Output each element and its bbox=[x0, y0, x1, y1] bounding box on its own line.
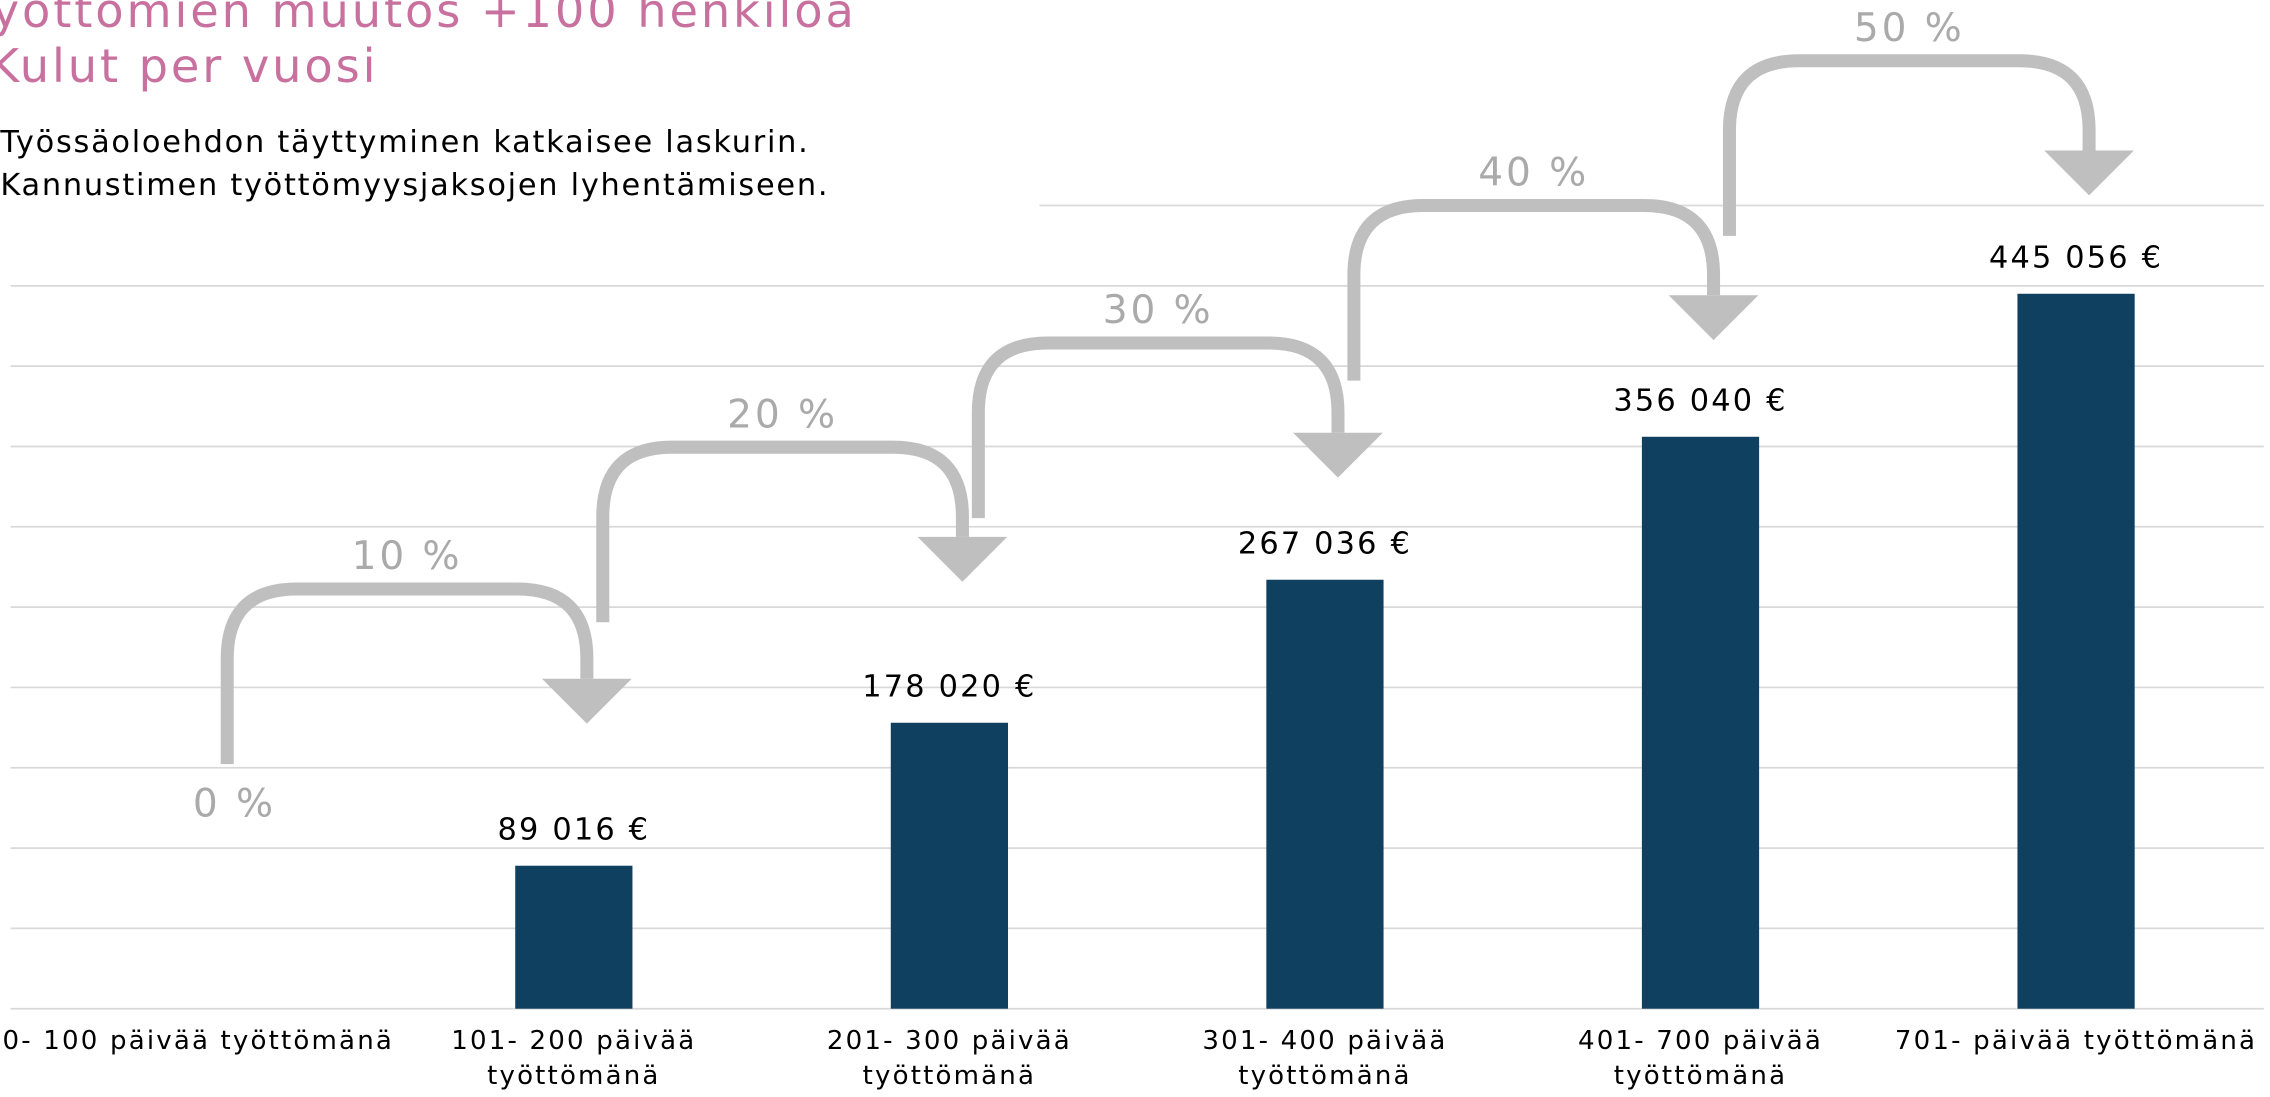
arrow-label: 40 % bbox=[1478, 151, 1589, 196]
value-label: 178 020 € bbox=[862, 670, 1036, 705]
value-label: 267 036 € bbox=[1238, 527, 1412, 562]
arrow-head bbox=[1668, 295, 1759, 341]
arrow bbox=[971, 336, 1345, 519]
arrow-head bbox=[917, 536, 1008, 582]
arrow bbox=[1347, 198, 1721, 381]
value-label: 445 056 € bbox=[1989, 241, 2163, 276]
bar bbox=[1641, 436, 1760, 1009]
arrow-label: 10 % bbox=[352, 534, 463, 579]
x-tick-label: 201- 300 päivää työttömänä bbox=[826, 1026, 1072, 1092]
value-label: 356 040 € bbox=[1613, 384, 1787, 419]
arrow-label: 0 % bbox=[193, 782, 276, 827]
bar bbox=[890, 722, 1009, 1009]
chart-subtitle: Työssäoloehdon täyttyminen katkaisee las… bbox=[0, 125, 810, 160]
x-tick-label: 0- 100 päivää työttömänä bbox=[2, 1026, 395, 1057]
chart-title: yöttömien muutos +100 henkilöa bbox=[0, 0, 857, 38]
value-label: 89 016 € bbox=[498, 812, 651, 847]
x-tick-label-box: 701- päivää työttömänä bbox=[1894, 1026, 2258, 1057]
arrow-head bbox=[541, 678, 632, 724]
x-tick-label: 101- 200 päivää työttömänä bbox=[451, 1026, 697, 1092]
arrow bbox=[1722, 54, 2096, 236]
arrow bbox=[596, 440, 969, 623]
x-tick-label-box: 101- 200 päivää työttömänä bbox=[451, 1026, 697, 1092]
bar bbox=[1266, 579, 1384, 1009]
x-tick-label-box: 0- 100 päivää työttömänä bbox=[2, 1026, 395, 1057]
bar bbox=[515, 865, 633, 1009]
arrow-label: 20 % bbox=[727, 392, 838, 437]
arrow-head bbox=[2044, 150, 2134, 196]
x-tick-label-box: 301- 400 päivää työttömänä bbox=[1202, 1026, 1448, 1092]
chart-title: Kulut per vuosi bbox=[0, 39, 378, 93]
arrow-label: 50 % bbox=[1854, 6, 1965, 51]
x-tick-label-box: 201- 300 päivää työttömänä bbox=[826, 1026, 1072, 1092]
x-tick-label-box: 401- 700 päivää työttömänä bbox=[1577, 1026, 1824, 1092]
x-tick-label: 301- 400 päivää työttömänä bbox=[1202, 1026, 1448, 1092]
arrow-label: 30 % bbox=[1103, 288, 1214, 333]
bar bbox=[2017, 293, 2135, 1009]
x-tick-label: 701- päivää työttömänä bbox=[1894, 1026, 2258, 1057]
x-tick-label: 401- 700 päivää työttömänä bbox=[1577, 1026, 1824, 1092]
chart-subtitle: Kannustimen työttömyysjaksojen lyhentämi… bbox=[0, 168, 829, 203]
arrow bbox=[220, 582, 594, 765]
arrow-head bbox=[1293, 432, 1383, 478]
